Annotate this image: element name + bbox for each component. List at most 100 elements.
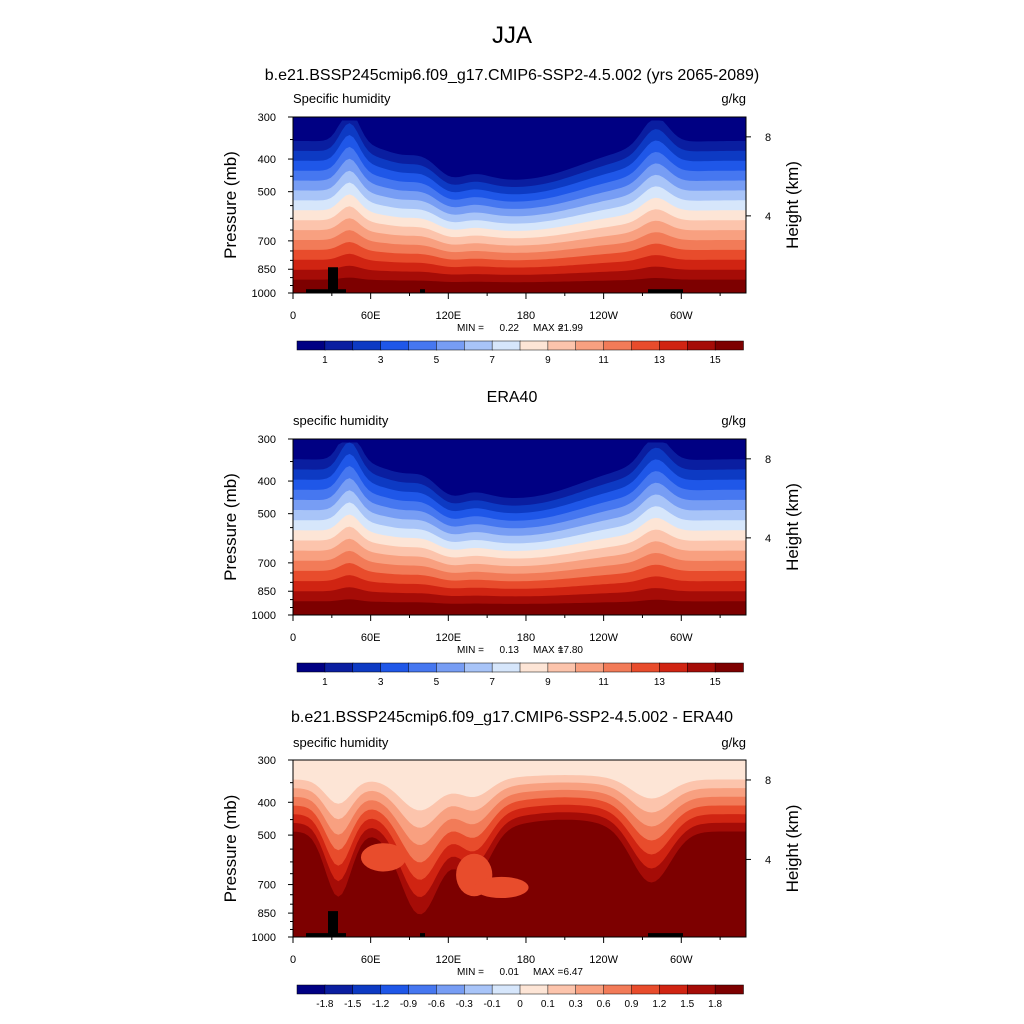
colorbar-label: 13 [654, 355, 666, 366]
topography-block [648, 289, 683, 293]
y-tick-label: 300 [258, 434, 276, 446]
variable-label: specific humidity [293, 735, 389, 750]
x-tick-label: 60W [670, 310, 693, 322]
height-tick-label: 8 [765, 132, 771, 144]
x-tick-label: 60W [670, 632, 693, 644]
contour-blob [474, 876, 529, 899]
colorbar-label: -1.8 [316, 999, 334, 1010]
x-tick-label: 120E [435, 310, 461, 322]
colorbar-label: 3 [378, 355, 384, 366]
colorbar-segment [491, 984, 521, 995]
colorbar-segment [659, 340, 688, 351]
min-value: 0.13 [500, 645, 520, 656]
y-axis-title: Pressure (mb) [221, 473, 240, 581]
colorbar-segment [491, 662, 521, 673]
panel-title: b.e21.BSSP245cmip6.f09_g17.CMIP6-SSP2-4.… [265, 67, 760, 84]
x-tick-label: 0 [290, 310, 296, 322]
colorbar-segment [324, 662, 354, 673]
y-tick-label: 1000 [252, 610, 276, 622]
y-tick-label: 850 [258, 586, 276, 598]
colorbar-label: 7 [489, 677, 495, 688]
y-tick-label: 700 [258, 880, 276, 892]
height-tick-label: 8 [765, 454, 771, 466]
colorbar-label: 1 [322, 355, 328, 366]
x-tick-label: 180 [517, 954, 535, 966]
colorbar-label: 0.9 [625, 999, 639, 1010]
colorbar-segment [631, 662, 661, 673]
height-axis-title: Height (km) [783, 161, 802, 249]
plot-frame [292, 438, 747, 616]
max-value: 6.47 [564, 967, 584, 978]
x-tick-label: 0 [290, 632, 296, 644]
colorbar-label: -0.3 [456, 999, 474, 1010]
height-axis-title: Height (km) [783, 805, 802, 893]
colorbar-label: 11 [598, 677, 609, 688]
colorbar-segment [464, 662, 493, 673]
colorbar-label: 9 [545, 677, 551, 688]
units-label: g/kg [721, 91, 746, 106]
colorbar-segment [296, 340, 326, 351]
max-value: 21.99 [558, 323, 583, 334]
colorbar-label: 11 [598, 355, 609, 366]
units-label: g/kg [721, 413, 746, 428]
x-tick-label: 0 [290, 954, 296, 966]
y-tick-label: 700 [258, 236, 276, 248]
colorbar-label: 1.5 [680, 999, 694, 1010]
min-label: MIN = [457, 323, 484, 334]
colorbar-segment [324, 984, 354, 995]
colorbar-label: 9 [545, 355, 551, 366]
colorbar-segment [631, 984, 661, 995]
panel-title: b.e21.BSSP245cmip6.f09_g17.CMIP6-SSP2-4.… [291, 709, 733, 726]
max-label: MAX = [533, 323, 563, 334]
y-axis-title: Pressure (mb) [221, 795, 240, 903]
plot-frame [292, 759, 747, 938]
min-value: 0.01 [500, 967, 520, 978]
colorbar-segment [575, 340, 605, 351]
topography-block [306, 933, 346, 937]
contour-band [293, 277, 746, 293]
height-axis-title: Height (km) [783, 483, 802, 571]
colorbar-label: 7 [489, 355, 495, 366]
y-tick-label: 700 [258, 558, 276, 570]
colorbar-segment [296, 984, 326, 995]
colorbar-segment [603, 984, 633, 995]
colorbar-label: -0.1 [484, 999, 502, 1010]
x-tick-label: 120E [435, 632, 461, 644]
colorbar-segment [687, 340, 716, 351]
x-tick-label: 60E [361, 632, 381, 644]
x-tick-label: 60E [361, 310, 381, 322]
contour-band [293, 760, 746, 811]
colorbar-segment [714, 984, 744, 995]
min-value: 0.22 [500, 323, 520, 334]
x-tick-label: 60E [361, 954, 381, 966]
colorbar-segment [491, 340, 521, 351]
colorbar-label: 15 [710, 355, 722, 366]
panel-3: b.e21.BSSP245cmip6.f09_g17.CMIP6-SSP2-4.… [221, 709, 802, 1010]
colorbar-label: 1 [322, 677, 328, 688]
topography-block [648, 933, 683, 937]
max-label: MAX = [533, 645, 563, 656]
colorbar-segment [519, 340, 549, 351]
colorbar-segment [575, 984, 605, 995]
height-tick-label: 4 [765, 533, 771, 545]
colorbar-segment [659, 662, 688, 673]
colorbar-segment [687, 984, 716, 995]
min-label: MIN = [457, 967, 484, 978]
variable-label: Specific humidity [293, 91, 391, 106]
colorbar-segment [296, 662, 326, 673]
colorbar-segment [436, 662, 465, 673]
topography-block [306, 289, 346, 293]
colorbar-label: 0.1 [541, 999, 555, 1010]
colorbar-segment [519, 984, 549, 995]
height-tick-label: 4 [765, 854, 771, 866]
colorbar-label: -1.2 [372, 999, 390, 1010]
topography-block [328, 911, 338, 937]
colorbar-segment [380, 984, 410, 995]
x-tick-label: 120W [589, 310, 618, 322]
contour-field [293, 117, 746, 293]
y-tick-label: 400 [258, 797, 276, 809]
colorbar-segment [408, 340, 438, 351]
colorbar-segment [380, 340, 410, 351]
colorbar-label: 0.6 [597, 999, 611, 1010]
max-label: MAX = [533, 967, 563, 978]
